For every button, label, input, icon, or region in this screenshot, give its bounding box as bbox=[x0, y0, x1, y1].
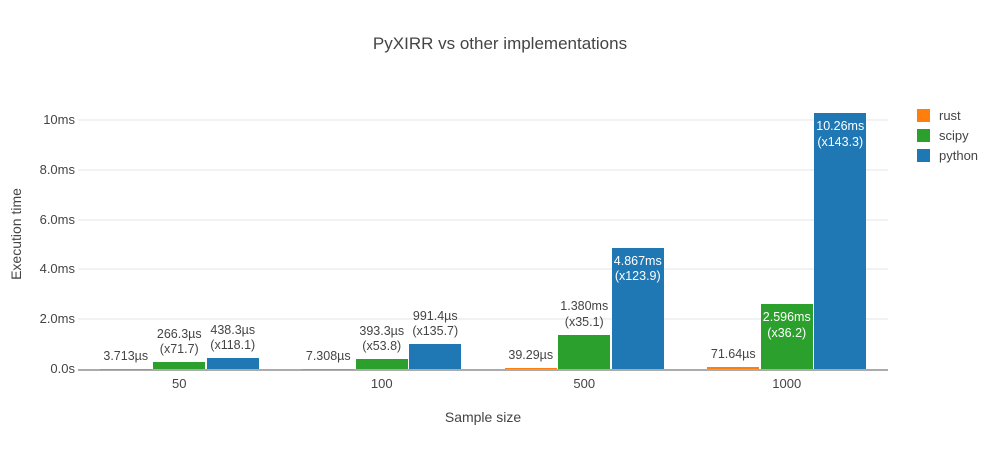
gridline-10ms bbox=[78, 118, 888, 121]
legend-item-scipy[interactable]: scipy bbox=[917, 125, 978, 145]
legend-swatch-scipy bbox=[917, 128, 930, 142]
legend-swatch-rust bbox=[917, 108, 930, 122]
y-tick-label-8.0ms: 8.0ms bbox=[39, 161, 75, 177]
legend-swatch-python bbox=[917, 148, 930, 162]
legend-item-python[interactable]: python bbox=[917, 145, 978, 165]
bar-scipy-500[interactable] bbox=[558, 334, 611, 369]
y-tick-label-10ms: 10ms bbox=[43, 111, 75, 127]
bar-python-50[interactable] bbox=[206, 358, 259, 369]
bar-value-label-python-50: 438.3µs (x118.1) bbox=[210, 322, 256, 353]
x-tick-label-50: 50 bbox=[172, 376, 187, 391]
legend-label-rust: rust bbox=[939, 107, 961, 123]
bar-python-100[interactable] bbox=[409, 344, 462, 369]
bar-python-500[interactable] bbox=[611, 247, 664, 369]
gridline-4.0ms bbox=[78, 268, 888, 271]
y-tick-label-2.0ms: 2.0ms bbox=[39, 311, 75, 327]
bar-scipy-100[interactable] bbox=[355, 359, 408, 369]
bar-python-1000[interactable] bbox=[814, 113, 867, 369]
x-axis-line bbox=[78, 369, 888, 371]
x-axis-title: Sample size bbox=[444, 409, 522, 425]
legend-label-scipy: scipy bbox=[939, 127, 969, 143]
y-tick-label-4.0ms: 4.0ms bbox=[39, 261, 75, 277]
y-tick-label-0.0s: 0.0s bbox=[50, 361, 75, 376]
bar-value-label-scipy-50: 266.3µs (x71.7) bbox=[156, 326, 202, 357]
legend-item-rust[interactable]: rust bbox=[917, 105, 978, 125]
legend: rust scipy python bbox=[917, 105, 978, 165]
x-tick-label-500: 500 bbox=[573, 376, 596, 391]
gridline-8.0ms bbox=[78, 168, 888, 171]
bar-value-label-python-100: 991.4µs (x135.7) bbox=[412, 308, 459, 339]
bar-scipy-1000[interactable] bbox=[760, 304, 813, 369]
x-tick-label-100: 100 bbox=[370, 376, 393, 391]
bar-scipy-50[interactable] bbox=[153, 362, 206, 369]
bar-rust-1000[interactable] bbox=[707, 367, 760, 369]
chart-title: PyXIRR vs other implementations bbox=[372, 34, 628, 53]
y-tick-label-6.0ms: 6.0ms bbox=[39, 211, 75, 227]
bar-rust-500[interactable] bbox=[504, 368, 557, 369]
legend-label-python: python bbox=[939, 147, 979, 163]
gridline-6.0ms bbox=[78, 218, 888, 221]
x-tick-label-1000: 1000 bbox=[772, 376, 802, 391]
gridline-2.0ms bbox=[78, 318, 888, 321]
